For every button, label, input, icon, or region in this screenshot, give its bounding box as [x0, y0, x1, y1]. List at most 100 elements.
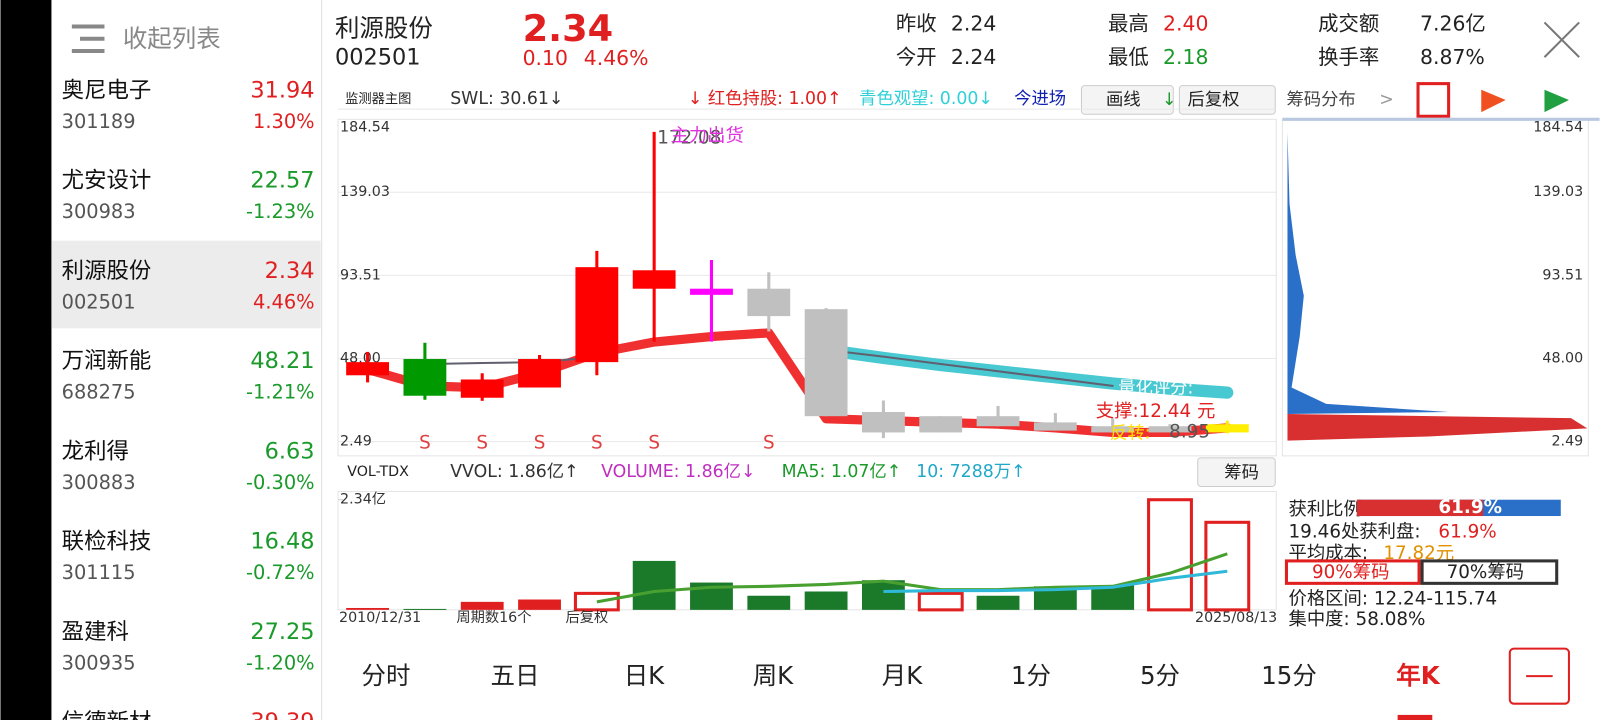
stock-code[interactable]: 301189 — [62, 110, 136, 133]
candle-body — [1091, 426, 1135, 433]
stock-change[interactable]: 4.46% — [253, 290, 315, 313]
candle-body — [804, 309, 848, 417]
stock-price[interactable]: 6.63 — [265, 438, 315, 464]
collapse-label[interactable]: 收起列表 — [123, 24, 221, 53]
flag-icon[interactable] — [1544, 89, 1569, 113]
chip-tick-label: 139.03 — [1533, 184, 1583, 200]
flag-icon[interactable] — [1481, 89, 1506, 113]
left-edge — [0, 0, 52, 720]
red-hold: ↓ 红色持股: 1.00↑ — [688, 89, 842, 109]
stock-change[interactable]: -1.23% — [246, 200, 315, 223]
period-tab[interactable]: 分时 — [361, 661, 410, 690]
candle-body — [976, 416, 1020, 427]
stock-change[interactable]: -1.20% — [246, 651, 315, 674]
indicator-bar: 监测器主图 SWL: 30.61↓ ↓ 红色持股: 1.00↑ 青色观望: 0.… — [345, 82, 1569, 118]
period-tab[interactable]: 年K — [1396, 661, 1440, 690]
chip-panel: 获利比例: 61.9% 19.46处获利盘: 61.9% 平均成本: 17.82… — [1284, 497, 1561, 630]
stock-price[interactable]: 31.94 — [250, 77, 314, 103]
collapse-icon[interactable] — [71, 24, 105, 54]
volume-bar — [1091, 585, 1135, 610]
stat-label: 最高 — [1108, 11, 1149, 35]
chip-tick-label: 2.49 — [1551, 434, 1583, 450]
stock-code[interactable]: 300935 — [62, 651, 136, 674]
stock-name[interactable]: 奥尼电子 — [62, 77, 152, 103]
chip90-button[interactable] — [1284, 559, 1421, 585]
stock-code[interactable]: 300983 — [62, 200, 136, 223]
period-tab[interactable]: 周K — [753, 661, 794, 690]
more[interactable]: > — [1379, 90, 1394, 110]
period-tab[interactable]: 五日 — [490, 661, 539, 690]
stock-price[interactable]: 16.48 — [250, 529, 314, 555]
menu-button[interactable] — [1508, 647, 1570, 705]
stock-name[interactable]: 联检科技 — [62, 529, 152, 555]
y-tick-label: 2.34亿 — [340, 491, 386, 508]
stock-name[interactable]: 信德新材 — [62, 709, 152, 720]
adjust-button[interactable] — [1178, 85, 1276, 115]
chips-button-label[interactable]: 筹码 — [1224, 463, 1259, 483]
stock-change[interactable]: -0.30% — [246, 471, 315, 494]
stock-name[interactable]: 万润新能 — [62, 348, 152, 374]
chip70-label[interactable]: 70%筹码 — [1447, 562, 1524, 583]
selector[interactable]: 监测器主图 — [345, 91, 411, 107]
stock-price[interactable]: 2.34 — [265, 258, 315, 284]
stock-change[interactable]: 1.30% — [253, 110, 315, 133]
candle-body — [346, 362, 390, 376]
stock-price[interactable]: 48.21 — [250, 348, 314, 374]
stock-name[interactable]: 龙利得 — [62, 438, 129, 464]
draw-button[interactable] — [1080, 85, 1174, 115]
y-tick-label: 2.49 — [340, 434, 372, 450]
stock-name[interactable]: 尤安设计 — [62, 168, 152, 194]
stat-value: 7.26亿 — [1420, 11, 1486, 35]
period-tab[interactable]: 日K — [624, 661, 665, 690]
chip90-label[interactable]: 90%筹码 — [1312, 562, 1389, 583]
signal: S — [648, 433, 660, 454]
stock-code[interactable]: 002501 — [62, 290, 136, 313]
volume-label: VOLUME: 1.86亿↓ — [601, 462, 755, 482]
price-range: 价格区间: 12.24-115.74 — [1288, 589, 1497, 610]
period-tab[interactable]: 5分 — [1140, 661, 1180, 690]
volume-ma-line — [596, 552, 1228, 604]
stock-code[interactable]: 301115 — [62, 561, 136, 584]
period-tab[interactable]: 15分 — [1261, 661, 1317, 690]
candle-body — [919, 416, 963, 433]
stock-price[interactable]: 27.25 — [250, 619, 314, 645]
chips-label[interactable]: 筹码分布 — [1286, 90, 1355, 110]
y-tick-label: 93.51 — [340, 267, 381, 283]
stock-list: 奥尼电子 31.94 301189 1.30% 尤安设计 22.57 300983 -1.23… — [62, 77, 315, 720]
period-tab[interactable]: 月K — [882, 661, 923, 690]
avg-value: 17.82元 — [1383, 543, 1454, 564]
adjust-label[interactable]: 后复权 — [1188, 90, 1240, 110]
annotation: 172.08 — [657, 128, 721, 149]
stock-price[interactable]: 22.57 — [250, 168, 314, 194]
chips-button[interactable] — [1197, 457, 1276, 487]
close-button[interactable] — [1543, 21, 1580, 58]
stock-change[interactable]: -0.72% — [246, 561, 315, 584]
chip-profile — [1287, 414, 1588, 441]
vvol: VVOL: 1.86亿↑ — [450, 462, 578, 482]
stock-name[interactable]: 利源股份 — [62, 258, 152, 284]
stock-price[interactable]: 39.39 — [250, 709, 314, 720]
stat-label: 今开 — [896, 45, 937, 69]
signal: S — [591, 433, 603, 454]
volume-footer: 2010/12/31 周期数16个 后复权 2025/08/13 — [339, 608, 1277, 626]
chip70-button[interactable] — [1420, 559, 1559, 585]
chip-icon[interactable] — [1416, 82, 1451, 118]
annotation: 量化评分: — [1118, 379, 1193, 399]
stock-code[interactable]: 300883 — [62, 471, 136, 494]
stat-label: 换手率 — [1318, 45, 1379, 69]
period-tab[interactable]: 1分 — [1011, 661, 1051, 690]
selector[interactable]: VOL-TDX — [347, 464, 409, 480]
volume-bar — [346, 607, 390, 610]
stock-name[interactable]: 盈建科 — [62, 619, 129, 645]
draw-label[interactable]: 画线 — [1106, 90, 1141, 110]
annotation: 主力出货 — [670, 126, 743, 147]
stock-change[interactable]: -1.21% — [246, 381, 315, 404]
profit-label: 获利比例: — [1288, 499, 1368, 520]
end-date: 2025/08/13 — [1195, 610, 1277, 626]
stat-value: 8.87% — [1420, 45, 1485, 69]
stock-code[interactable]: 688275 — [62, 381, 136, 404]
chip-tick-label: 184.54 — [1533, 119, 1583, 135]
signal: S — [763, 433, 775, 454]
